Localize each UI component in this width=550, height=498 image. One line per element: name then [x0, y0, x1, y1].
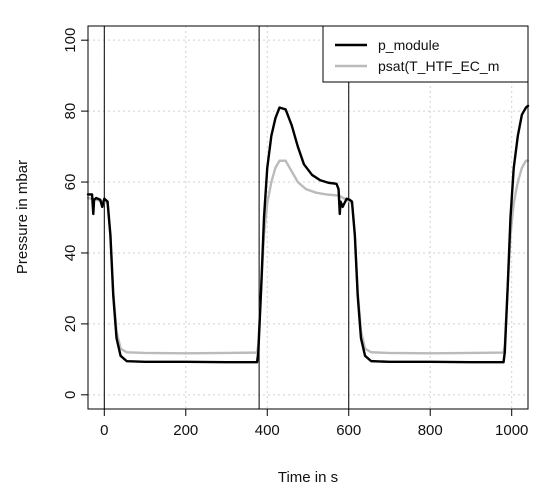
y-axis-title: Pressure in mbar: [14, 160, 31, 274]
x-tick-label-3: 600: [336, 422, 361, 439]
x-tick-label-4: 800: [418, 422, 443, 439]
vertical-markers: [103, 26, 529, 409]
legend-box: [322, 25, 529, 83]
x-tick-label-1: 200: [173, 422, 198, 439]
plot-frame: [87, 25, 529, 410]
legend-label-p-module: p_module: [378, 37, 440, 53]
y-axis: 0 20 40 60 80 100: [62, 28, 88, 399]
y-tick-label-2: 40: [62, 245, 79, 262]
series-line-psat-t-htf-ec-m: [86, 159, 530, 355]
x-axis-title: Time in s: [278, 469, 338, 486]
x-tick-label-0: 0: [100, 422, 108, 439]
x-tick-label-5: 1000: [495, 422, 528, 439]
series-line-p-module: [86, 104, 530, 364]
legend-label-psat: psat(T_HTF_EC_m: [378, 58, 499, 74]
y-tick-label-5: 100: [62, 28, 79, 53]
series-lines: [86, 104, 530, 364]
x-tick-label-2: 400: [255, 422, 280, 439]
legend: p_module psat(T_HTF_EC_m: [322, 25, 529, 83]
x-axis: 0 200 400 600 800 1000: [100, 409, 528, 439]
y-tick-label-1: 20: [62, 316, 79, 333]
y-tick-label-3: 60: [62, 174, 79, 191]
grid: [88, 26, 528, 409]
y-tick-label-0: 0: [62, 391, 79, 399]
y-tick-label-4: 80: [62, 103, 79, 120]
